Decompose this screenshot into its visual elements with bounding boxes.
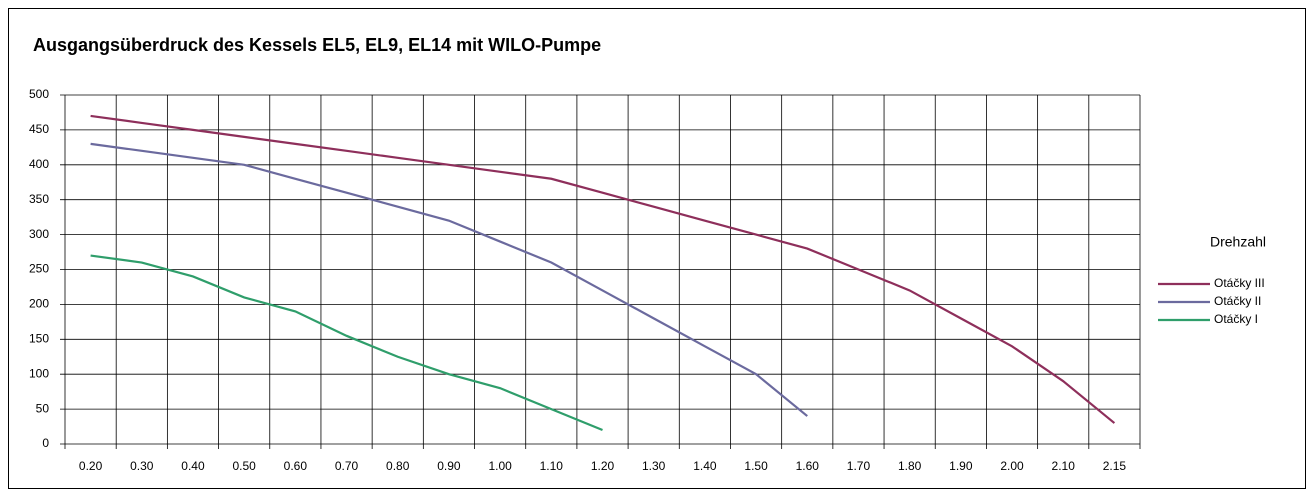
x-tick-label: 1.90 bbox=[949, 459, 973, 473]
x-tick-label: 2.15 bbox=[1103, 459, 1127, 473]
x-tick-label: 0.60 bbox=[284, 459, 308, 473]
y-tick-label: 350 bbox=[29, 192, 49, 206]
x-tick-label: 1.80 bbox=[898, 459, 922, 473]
y-tick-label: 450 bbox=[29, 122, 49, 136]
y-tick-label: 250 bbox=[29, 262, 49, 276]
x-tick-label: 1.40 bbox=[693, 459, 717, 473]
x-tick-label: 0.90 bbox=[437, 459, 461, 473]
y-tick-label: 200 bbox=[29, 297, 49, 311]
x-tick-label: 1.10 bbox=[540, 459, 564, 473]
series-line bbox=[90, 254, 603, 432]
x-tick-label: 2.10 bbox=[1052, 459, 1076, 473]
x-tick-label: 2.00 bbox=[1000, 459, 1024, 473]
x-tick-label: 0.40 bbox=[181, 459, 205, 473]
legend-label: Otáčky I bbox=[1214, 312, 1258, 326]
x-tick-label: 0.80 bbox=[386, 459, 410, 473]
x-tick-label: 1.00 bbox=[488, 459, 512, 473]
x-tick-label: 1.20 bbox=[591, 459, 615, 473]
x-tick-label: 1.50 bbox=[744, 459, 768, 473]
x-tick-label: 0.70 bbox=[335, 459, 359, 473]
x-tick-label: 1.70 bbox=[847, 459, 871, 473]
legend-label: Otáčky III bbox=[1214, 276, 1265, 290]
y-tick-label: 150 bbox=[29, 331, 49, 345]
y-tick-label: 50 bbox=[36, 401, 50, 415]
x-tick-label: 0.50 bbox=[232, 459, 256, 473]
series-line bbox=[90, 114, 1116, 424]
legend-label: Otáčky II bbox=[1214, 294, 1261, 308]
y-tick-label: 400 bbox=[29, 157, 49, 171]
y-tick-label: 100 bbox=[29, 366, 49, 380]
chart-title: Ausgangsüberdruck des Kessels EL5, EL9, … bbox=[33, 35, 601, 55]
legend-title: Drehzahl bbox=[1210, 234, 1266, 250]
y-tick-label: 0 bbox=[42, 436, 49, 450]
x-tick-label: 0.20 bbox=[79, 459, 103, 473]
y-tick-label: 500 bbox=[29, 87, 49, 101]
x-tick-label: 1.60 bbox=[796, 459, 820, 473]
x-tick-label: 1.30 bbox=[642, 459, 666, 473]
chart-frame bbox=[8, 8, 1306, 489]
series-line bbox=[90, 142, 808, 417]
x-tick-label: 0.30 bbox=[130, 459, 154, 473]
y-tick-label: 300 bbox=[29, 227, 49, 241]
